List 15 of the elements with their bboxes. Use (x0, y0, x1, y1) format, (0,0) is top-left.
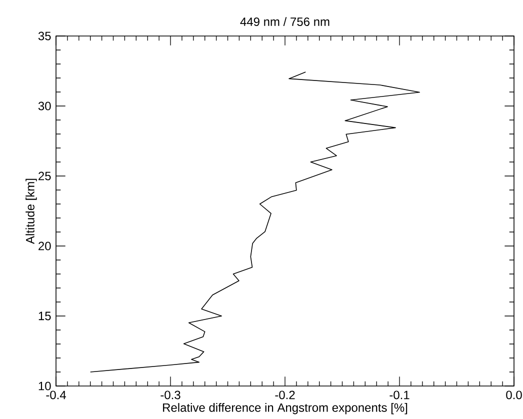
chart-title: 449 nm / 756 nm (240, 17, 330, 26)
x-tick-label: -0.4 (46, 390, 66, 400)
x-tick-label: -0.2 (275, 390, 295, 400)
y-tick-label: 30 (38, 102, 51, 110)
y-tick-label: 15 (38, 312, 51, 320)
x-axis-title: Relative difference in Angstrom exponents [%] (163, 403, 408, 414)
y-tick-label: 25 (38, 172, 51, 180)
x-tick-label: 0.0 (506, 390, 522, 400)
x-tick-label: -0.3 (160, 390, 180, 400)
y-tick-label: 20 (38, 242, 51, 250)
y-tick-label: 10 (38, 382, 51, 390)
line-series (90, 72, 420, 372)
x-tick-label: -0.1 (390, 390, 410, 400)
y-tick-label: 35 (38, 32, 51, 40)
y-axis-title: Altitude [km] (26, 178, 37, 244)
